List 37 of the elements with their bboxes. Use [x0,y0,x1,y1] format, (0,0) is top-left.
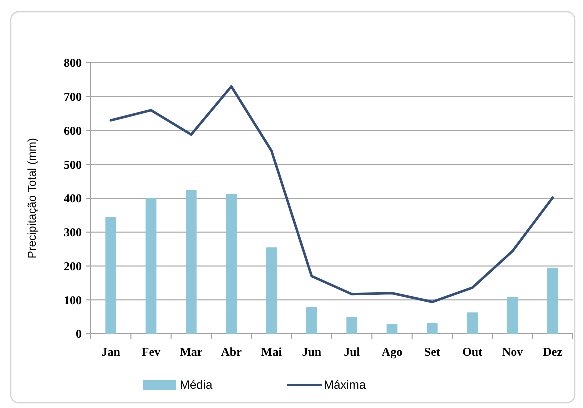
bar [507,297,518,334]
legend-label: Máxima [324,378,366,392]
legend-label: Média [180,378,214,392]
bar [346,317,358,334]
bar [146,198,157,334]
x-tick-label: Jul [344,345,361,359]
y-tick-label: 600 [64,124,82,138]
bar [467,312,478,334]
bar [226,194,238,334]
x-tick-label: Ago [382,345,403,359]
y-tick-label: 0 [76,327,82,342]
x-tick-label: Abr [221,345,243,359]
x-tick-label: Set [424,345,440,359]
x-tick-label: Jan [102,345,121,359]
bar [306,307,318,334]
x-tick-label: Jun [302,345,322,359]
x-tick-label: Dez [543,345,564,359]
bar [106,217,117,334]
bar [426,323,438,334]
bar [266,248,278,334]
bar [186,190,197,334]
y-tick-label: 300 [64,226,82,240]
y-tick-label: 400 [64,192,82,206]
x-tick-label: Out [462,345,483,359]
y-tick-label: 100 [64,293,82,308]
x-tick-label: Mai [261,345,283,359]
y-tick-label: 500 [64,158,82,172]
x-tick-label: Nov [502,345,524,359]
line-series [110,85,554,304]
bar [547,268,558,334]
x-tick-label: Fev [142,345,161,359]
y-tick-label: 800 [64,56,82,70]
bar [386,324,398,334]
x-tick-label: Mar [180,345,204,359]
y-tick-label: 200 [64,259,82,274]
y-tick-label: 700 [64,90,82,104]
y-axis-title: Precipitação Total (mm) [27,138,39,259]
